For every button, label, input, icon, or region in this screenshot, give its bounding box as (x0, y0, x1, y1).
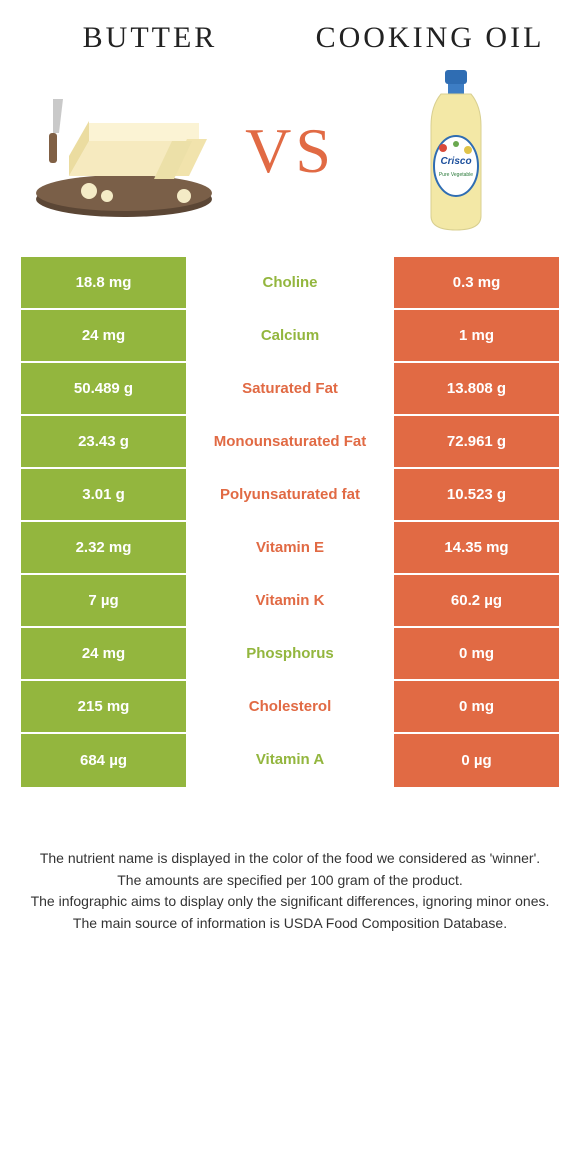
cell-butter-value: 23.43 g (21, 416, 186, 469)
table-row: 50.489 gSaturated Fat13.808 g (21, 363, 559, 416)
butter-icon (29, 81, 219, 221)
cell-butter-value: 50.489 g (21, 363, 186, 416)
cell-butter-value: 684 µg (21, 734, 186, 787)
cell-nutrient-label: Monounsaturated Fat (186, 416, 394, 469)
cell-nutrient-label: Cholesterol (186, 681, 394, 734)
cell-butter-value: 7 µg (21, 575, 186, 628)
cell-butter-value: 215 mg (21, 681, 186, 734)
footer-line-1: The nutrient name is displayed in the co… (30, 848, 550, 870)
table-row: 3.01 gPolyunsaturated fat10.523 g (21, 469, 559, 522)
comparison-table: 18.8 mgCholine0.3 mg24 mgCalcium1 mg50.4… (20, 256, 560, 788)
cell-oil-value: 0 mg (394, 628, 559, 681)
cell-oil-value: 0 µg (394, 734, 559, 787)
cell-butter-value: 18.8 mg (21, 257, 186, 310)
cell-nutrient-label: Saturated Fat (186, 363, 394, 416)
cell-butter-value: 3.01 g (21, 469, 186, 522)
cell-butter-value: 2.32 mg (21, 522, 186, 575)
table-row: 18.8 mgCholine0.3 mg (21, 257, 559, 310)
cell-oil-value: 13.808 g (394, 363, 559, 416)
cell-butter-value: 24 mg (21, 628, 186, 681)
cell-nutrient-label: Vitamin E (186, 522, 394, 575)
table-row: 7 µgVitamin K60.2 µg (21, 575, 559, 628)
cell-nutrient-label: Phosphorus (186, 628, 394, 681)
table-row: 24 mgCalcium1 mg (21, 310, 559, 363)
cell-nutrient-label: Polyunsaturated fat (186, 469, 394, 522)
vs-label: VS (237, 114, 343, 188)
cell-nutrient-label: Vitamin K (186, 575, 394, 628)
cell-oil-value: 0 mg (394, 681, 559, 734)
cell-oil-value: 72.961 g (394, 416, 559, 469)
header-row: Butter Cooking oil (0, 0, 580, 56)
table-row: 24 mgPhosphorus0 mg (21, 628, 559, 681)
header-right: Cooking oil (290, 20, 570, 56)
cell-oil-value: 10.523 g (394, 469, 559, 522)
table-row: 215 mgCholesterol0 mg (21, 681, 559, 734)
table-row: 23.43 gMonounsaturated Fat72.961 g (21, 416, 559, 469)
cell-oil-value: 1 mg (394, 310, 559, 363)
oil-bottle-icon: Crisco Pure Vegetable (401, 66, 511, 236)
footer-line-4: The main source of information is USDA F… (30, 913, 550, 935)
title-butter: Butter (10, 20, 290, 56)
svg-text:Crisco: Crisco (441, 156, 472, 167)
table-row: 2.32 mgVitamin E14.35 mg (21, 522, 559, 575)
cell-oil-value: 14.35 mg (394, 522, 559, 575)
table-row: 684 µgVitamin A0 µg (21, 734, 559, 787)
images-row: VS Crisco Pure Vegetable (0, 56, 580, 256)
header-left: Butter (10, 20, 290, 56)
cell-oil-value: 0.3 mg (394, 257, 559, 310)
butter-image (10, 66, 237, 236)
svg-text:Pure Vegetable: Pure Vegetable (439, 172, 473, 178)
title-oil: Cooking oil (290, 20, 570, 56)
oil-image: Crisco Pure Vegetable (343, 66, 570, 236)
cell-oil-value: 60.2 µg (394, 575, 559, 628)
footer-line-3: The infographic aims to display only the… (30, 891, 550, 913)
footer-notes: The nutrient name is displayed in the co… (30, 848, 550, 935)
footer-line-2: The amounts are specified per 100 gram o… (30, 870, 550, 892)
cell-nutrient-label: Choline (186, 257, 394, 310)
cell-butter-value: 24 mg (21, 310, 186, 363)
cell-nutrient-label: Vitamin A (186, 734, 394, 787)
cell-nutrient-label: Calcium (186, 310, 394, 363)
